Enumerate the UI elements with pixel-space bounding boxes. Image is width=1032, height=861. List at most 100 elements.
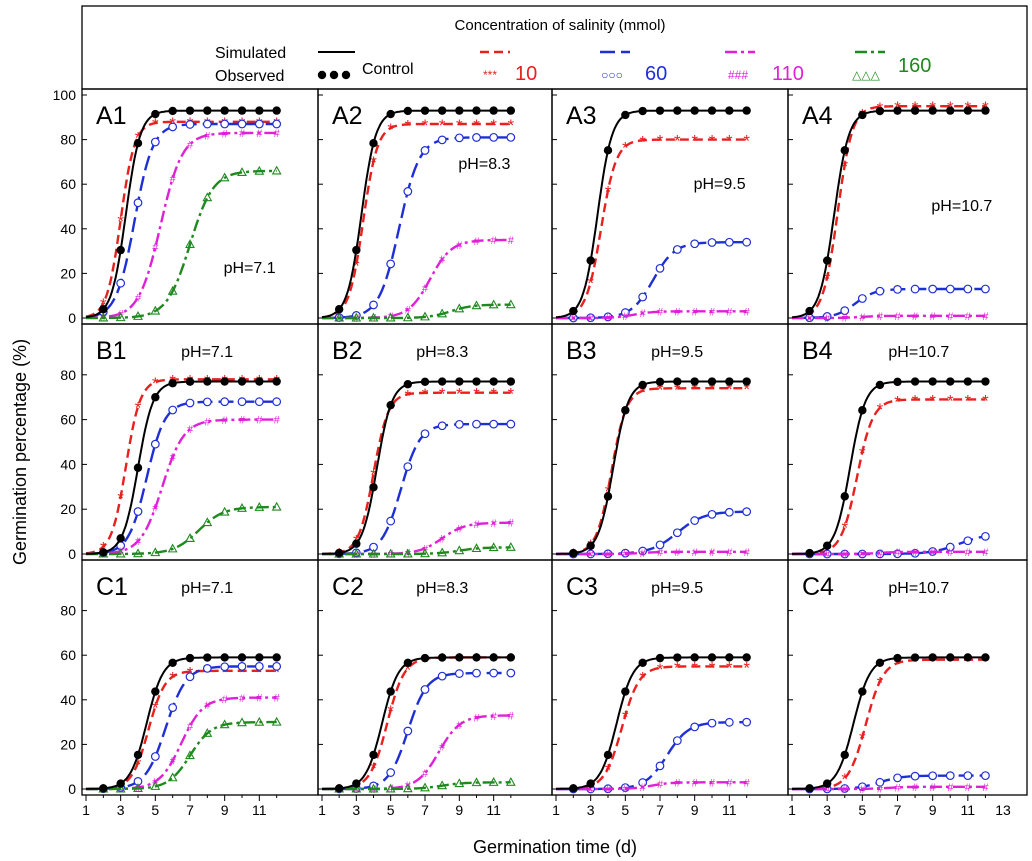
curve-10 <box>85 120 277 318</box>
point-control <box>621 687 630 696</box>
point-control <box>725 377 734 386</box>
point-110: # <box>824 549 831 561</box>
point-60 <box>403 726 413 736</box>
x-tick-label: 11 <box>722 802 737 818</box>
y-tick-label: 60 <box>60 412 76 428</box>
y-tick-label: 40 <box>60 692 76 708</box>
point-control <box>437 106 447 115</box>
panel-label: A3 <box>566 102 597 130</box>
point-10: * <box>657 381 664 400</box>
curve-60 <box>556 720 747 791</box>
point-110: # <box>674 778 681 790</box>
point-60 <box>690 239 700 249</box>
curve-60 <box>791 287 986 320</box>
point-110: # <box>930 782 937 794</box>
point-110: # <box>640 308 647 320</box>
point-110: # <box>187 424 194 436</box>
point-160 <box>271 501 282 511</box>
point-160 <box>254 716 265 726</box>
point-110: # <box>877 783 884 795</box>
point-110: # <box>842 313 849 325</box>
curve-60 <box>322 671 511 791</box>
x-tick-label: 9 <box>929 802 937 818</box>
point-110: # <box>605 549 612 561</box>
point-110: # <box>439 533 446 545</box>
point-160 <box>368 548 379 558</box>
point-110: # <box>605 784 612 796</box>
point-110: # <box>726 777 733 789</box>
point-110: # <box>640 548 647 560</box>
point-110: # <box>274 128 281 140</box>
point-control <box>603 492 613 501</box>
point-control <box>586 256 595 265</box>
point-60 <box>672 245 682 254</box>
point-160 <box>471 300 482 310</box>
point-control <box>472 653 481 662</box>
point-control <box>928 653 937 662</box>
point-10: * <box>639 383 646 402</box>
point-10: * <box>674 659 681 678</box>
point-10: * <box>894 392 901 411</box>
point-110: # <box>657 547 664 559</box>
point-60 <box>489 419 499 429</box>
point-110: # <box>709 777 716 789</box>
point-10: * <box>605 182 612 201</box>
point-60 <box>454 669 464 678</box>
curve-10 <box>322 391 511 555</box>
point-160 <box>437 547 448 557</box>
panel-label: C1 <box>96 573 128 601</box>
point-110: # <box>187 139 194 151</box>
point-160 <box>167 543 178 553</box>
point-control <box>963 377 973 386</box>
point-control <box>116 245 125 255</box>
point-10: * <box>100 295 107 314</box>
point-110: # <box>239 128 246 140</box>
point-10: * <box>743 132 750 151</box>
point-control <box>963 653 973 662</box>
point-control <box>352 245 361 255</box>
point-control <box>569 306 578 316</box>
x-tick-label: 1 <box>318 802 326 818</box>
y-tick-label: 0 <box>68 781 76 797</box>
x-tick-label: 5 <box>387 802 395 818</box>
point-control <box>725 106 734 115</box>
point-60 <box>437 135 447 145</box>
point-control <box>237 653 247 662</box>
point-110: # <box>491 235 498 247</box>
point-60 <box>237 397 247 407</box>
point-10: * <box>674 132 681 151</box>
point-110: # <box>439 254 446 266</box>
point-60 <box>472 668 481 678</box>
point-110: # <box>588 313 595 325</box>
point-160 <box>237 167 247 176</box>
point-110: # <box>726 306 733 318</box>
point-160 <box>488 777 499 786</box>
point-60 <box>403 187 413 196</box>
x-tick-label: 3 <box>352 802 360 818</box>
point-160 <box>402 783 413 793</box>
point-160 <box>368 783 379 793</box>
point-110: # <box>170 452 177 464</box>
x-tick-label: 3 <box>823 802 831 818</box>
point-control <box>151 393 160 402</box>
point-10: * <box>370 465 377 484</box>
point-60 <box>655 263 665 273</box>
point-control <box>981 653 990 662</box>
curve-110 <box>556 781 747 791</box>
x-tick-label: 1 <box>788 802 796 818</box>
point-control <box>220 653 229 662</box>
point-110: # <box>930 547 937 559</box>
x-tick-label: 7 <box>894 802 902 818</box>
point-60 <box>420 429 430 439</box>
point-60 <box>655 761 665 771</box>
point-160 <box>437 308 448 318</box>
point-60 <box>220 662 230 672</box>
y-tick-label: 80 <box>60 603 76 619</box>
point-110: # <box>824 313 831 325</box>
point-110: # <box>187 721 194 733</box>
point-control <box>707 653 717 662</box>
point-110: # <box>674 306 681 318</box>
point-110: # <box>965 311 972 323</box>
